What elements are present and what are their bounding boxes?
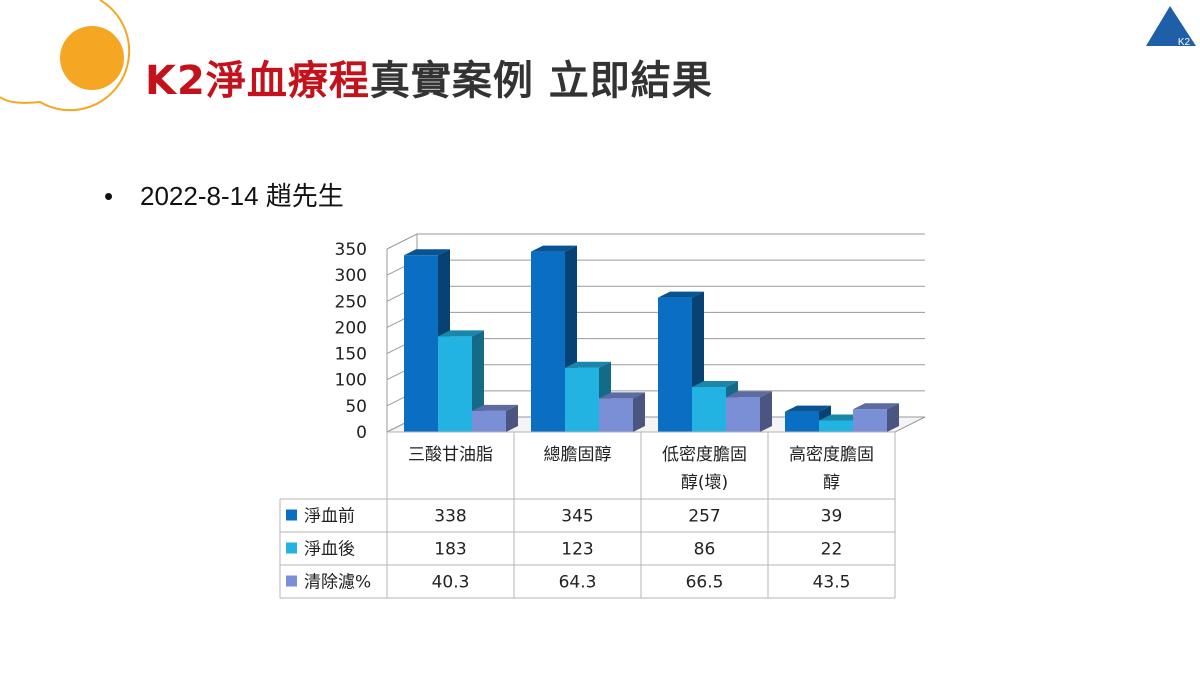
category-label: 醇 [823, 473, 840, 493]
category-label: 醇(壞) [681, 473, 728, 493]
page-title: K2淨血療程真實案例 立即結果 [145, 48, 713, 106]
legend-label: 淨血前 [304, 507, 355, 527]
bar [785, 411, 819, 432]
data-label: 22 [821, 540, 843, 560]
y-tick-label: 100 [335, 371, 367, 391]
title-highlight: K2淨血療程 [145, 58, 370, 104]
data-label: 338 [434, 507, 466, 527]
bar-top [404, 249, 450, 256]
logo-text: K2 [1178, 37, 1191, 48]
bar-top [565, 361, 611, 368]
data-label: 345 [561, 507, 593, 527]
data-label: 40.3 [432, 573, 470, 593]
bar-group [853, 403, 899, 432]
y-tick-label: 200 [335, 318, 367, 338]
bullet-text: 2022-8-14 趙先生 [140, 181, 344, 211]
bar-group [726, 391, 772, 432]
category-label: 低密度膽固 [662, 445, 747, 465]
y-tick-label: 350 [335, 240, 367, 260]
bullet-dot: • [104, 181, 114, 211]
k2-logo-icon [1146, 6, 1196, 46]
category-label: 總膽固醇 [544, 445, 612, 465]
bar [819, 420, 853, 432]
title-rest: 真實案例 立即結果 [369, 58, 713, 104]
data-label: 123 [561, 540, 593, 560]
bar-top [853, 403, 899, 410]
bar-side [760, 391, 772, 432]
bar [531, 251, 565, 432]
bar-top [658, 291, 704, 298]
category-label: 高密度膽固 [789, 445, 874, 465]
legend-label: 淨血後 [304, 540, 355, 560]
bar-top [726, 391, 772, 398]
orange-arc [0, 0, 131, 112]
bar [404, 255, 438, 432]
data-label: 64.3 [559, 573, 597, 593]
bar-top [785, 405, 831, 412]
bar-group [599, 392, 645, 432]
gridline-side [386, 233, 418, 250]
bar [853, 409, 887, 432]
bar [472, 410, 506, 432]
y-tick-label: 300 [335, 266, 367, 286]
bar-top [692, 381, 738, 388]
category-label: 三酸甘油脂 [408, 445, 493, 465]
bar-side [887, 403, 899, 432]
bar-top [472, 404, 518, 411]
bar-top [438, 330, 484, 337]
bar [726, 397, 760, 432]
y-tick-label: 250 [335, 292, 367, 312]
bar [565, 367, 599, 432]
data-label: 86 [694, 540, 716, 560]
data-label: 43.5 [813, 573, 851, 593]
bar-group [472, 404, 518, 432]
header-decoration: K2 [0, 0, 1196, 112]
orange-circle [60, 26, 124, 90]
data-label: 66.5 [686, 573, 724, 593]
bar [599, 398, 633, 432]
bar-top [599, 392, 645, 399]
bar-top [531, 245, 577, 252]
legend-label: 清除濾% [304, 573, 371, 593]
bar [658, 297, 692, 432]
data-label: 257 [688, 507, 720, 527]
bar [692, 387, 726, 432]
bar [438, 336, 472, 432]
y-tick-label: 150 [335, 345, 367, 365]
legend-swatch [286, 509, 297, 521]
bar-group [438, 330, 484, 432]
bullet-item: • 2022-8-14 趙先生 [104, 176, 344, 213]
bar-group [785, 405, 831, 432]
y-tick-label: 50 [345, 397, 367, 417]
legend-swatch [286, 575, 297, 587]
data-label: 39 [821, 507, 843, 527]
data-label: 183 [434, 540, 466, 560]
chart-panel: 0 50 100 150 200 250 300 350 三酸甘油脂 總膽固醇 低密度膽固醇(壞) 高… [240, 213, 958, 605]
legend-swatch [286, 542, 297, 554]
bar-side [633, 392, 645, 432]
bar-side [506, 404, 518, 432]
y-tick-label: 0 [356, 423, 367, 443]
